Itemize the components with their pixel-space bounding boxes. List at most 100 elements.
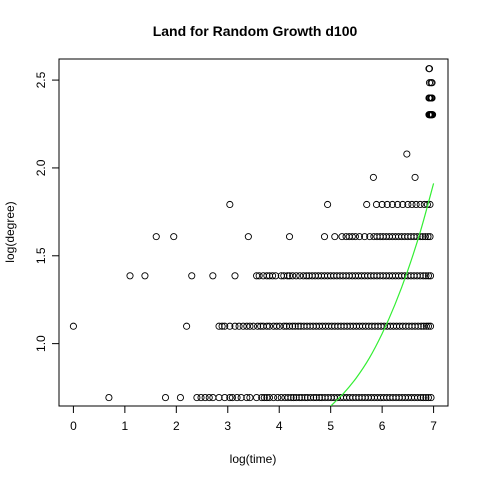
y-axis: 1.0 1.5 2.0 2.5 — [34, 71, 59, 352]
data-point — [296, 272, 304, 280]
data-point — [126, 272, 134, 280]
data-point — [170, 233, 178, 241]
data-point — [426, 272, 435, 280]
data-point — [394, 200, 402, 209]
data-point — [369, 173, 377, 181]
data-point — [307, 394, 315, 402]
chart-title: Land for Random Growth d100 — [153, 23, 358, 39]
data-point — [283, 272, 292, 280]
data-point — [411, 173, 419, 181]
data-points — [69, 65, 437, 402]
data-point — [285, 322, 294, 330]
data-point — [152, 233, 160, 241]
data-point — [310, 394, 318, 402]
data-point — [289, 272, 297, 280]
data-point — [429, 111, 437, 119]
data-point — [244, 233, 252, 241]
fit-curve — [330, 183, 435, 406]
data-point — [197, 394, 205, 402]
data-point — [412, 200, 420, 209]
data-point — [366, 233, 374, 241]
data-point — [285, 272, 294, 280]
data-point — [270, 394, 278, 402]
y-tick-label: 2.0 — [34, 159, 48, 176]
data-point — [399, 200, 407, 209]
x-axis: 0 1 2 3 4 5 6 7 — [70, 406, 437, 433]
data-point — [290, 394, 298, 402]
x-axis-label: log(time) — [230, 452, 277, 466]
data-point — [263, 322, 271, 330]
data-point — [273, 322, 281, 330]
data-point — [231, 272, 239, 280]
x-tick-label: 1 — [122, 419, 129, 433]
data-point — [265, 394, 274, 402]
data-point — [363, 200, 371, 209]
data-point — [302, 272, 311, 280]
data-point — [291, 322, 299, 330]
data-point — [254, 322, 262, 330]
data-point — [231, 322, 239, 330]
data-point — [289, 322, 297, 330]
data-point — [417, 322, 425, 330]
data-point — [315, 394, 323, 402]
data-point — [383, 200, 391, 209]
data-point — [428, 79, 436, 87]
data-point — [201, 394, 209, 402]
data-point — [280, 272, 288, 280]
data-point — [246, 322, 254, 330]
data-point — [263, 272, 271, 280]
data-point — [422, 272, 430, 280]
data-point — [404, 200, 412, 209]
data-point — [403, 150, 411, 158]
data-point — [161, 394, 170, 402]
data-point — [233, 394, 241, 402]
data-point — [420, 322, 428, 330]
data-point — [141, 272, 149, 280]
data-point — [226, 322, 234, 330]
data-point — [414, 322, 422, 330]
data-point — [427, 394, 435, 402]
data-point — [235, 322, 243, 330]
data-point — [348, 233, 356, 241]
y-axis-label: log(degree) — [3, 201, 17, 262]
data-point — [355, 233, 364, 241]
x-tick-label: 6 — [379, 419, 386, 433]
data-point — [276, 322, 284, 330]
data-point — [428, 94, 436, 102]
data-point — [215, 394, 223, 402]
data-point — [237, 394, 245, 402]
data-point — [424, 233, 432, 241]
x-tick-label: 4 — [276, 419, 283, 433]
data-point — [338, 233, 346, 241]
data-point — [243, 394, 251, 402]
data-point — [351, 233, 359, 241]
data-point — [408, 200, 416, 209]
data-point — [312, 394, 320, 402]
data-point — [277, 394, 285, 402]
data-point — [243, 322, 251, 330]
data-point — [260, 394, 268, 402]
data-point — [285, 233, 294, 241]
data-point — [295, 394, 303, 402]
data-point — [416, 272, 424, 280]
x-tick-label: 7 — [430, 419, 437, 433]
data-point — [298, 394, 306, 402]
data-point — [105, 394, 113, 402]
data-point — [424, 322, 432, 330]
data-point — [388, 200, 396, 209]
data-point — [209, 272, 217, 280]
data-point — [188, 272, 196, 280]
plot-frame — [58, 58, 449, 407]
data-point — [421, 233, 429, 241]
data-point — [361, 233, 369, 241]
data-point — [249, 322, 258, 330]
data-point — [280, 322, 288, 330]
data-point — [419, 233, 427, 241]
data-point — [246, 394, 254, 402]
data-point — [320, 233, 329, 241]
data-point — [263, 394, 271, 402]
data-point — [265, 322, 274, 330]
data-point — [284, 394, 292, 402]
data-point — [324, 200, 332, 209]
